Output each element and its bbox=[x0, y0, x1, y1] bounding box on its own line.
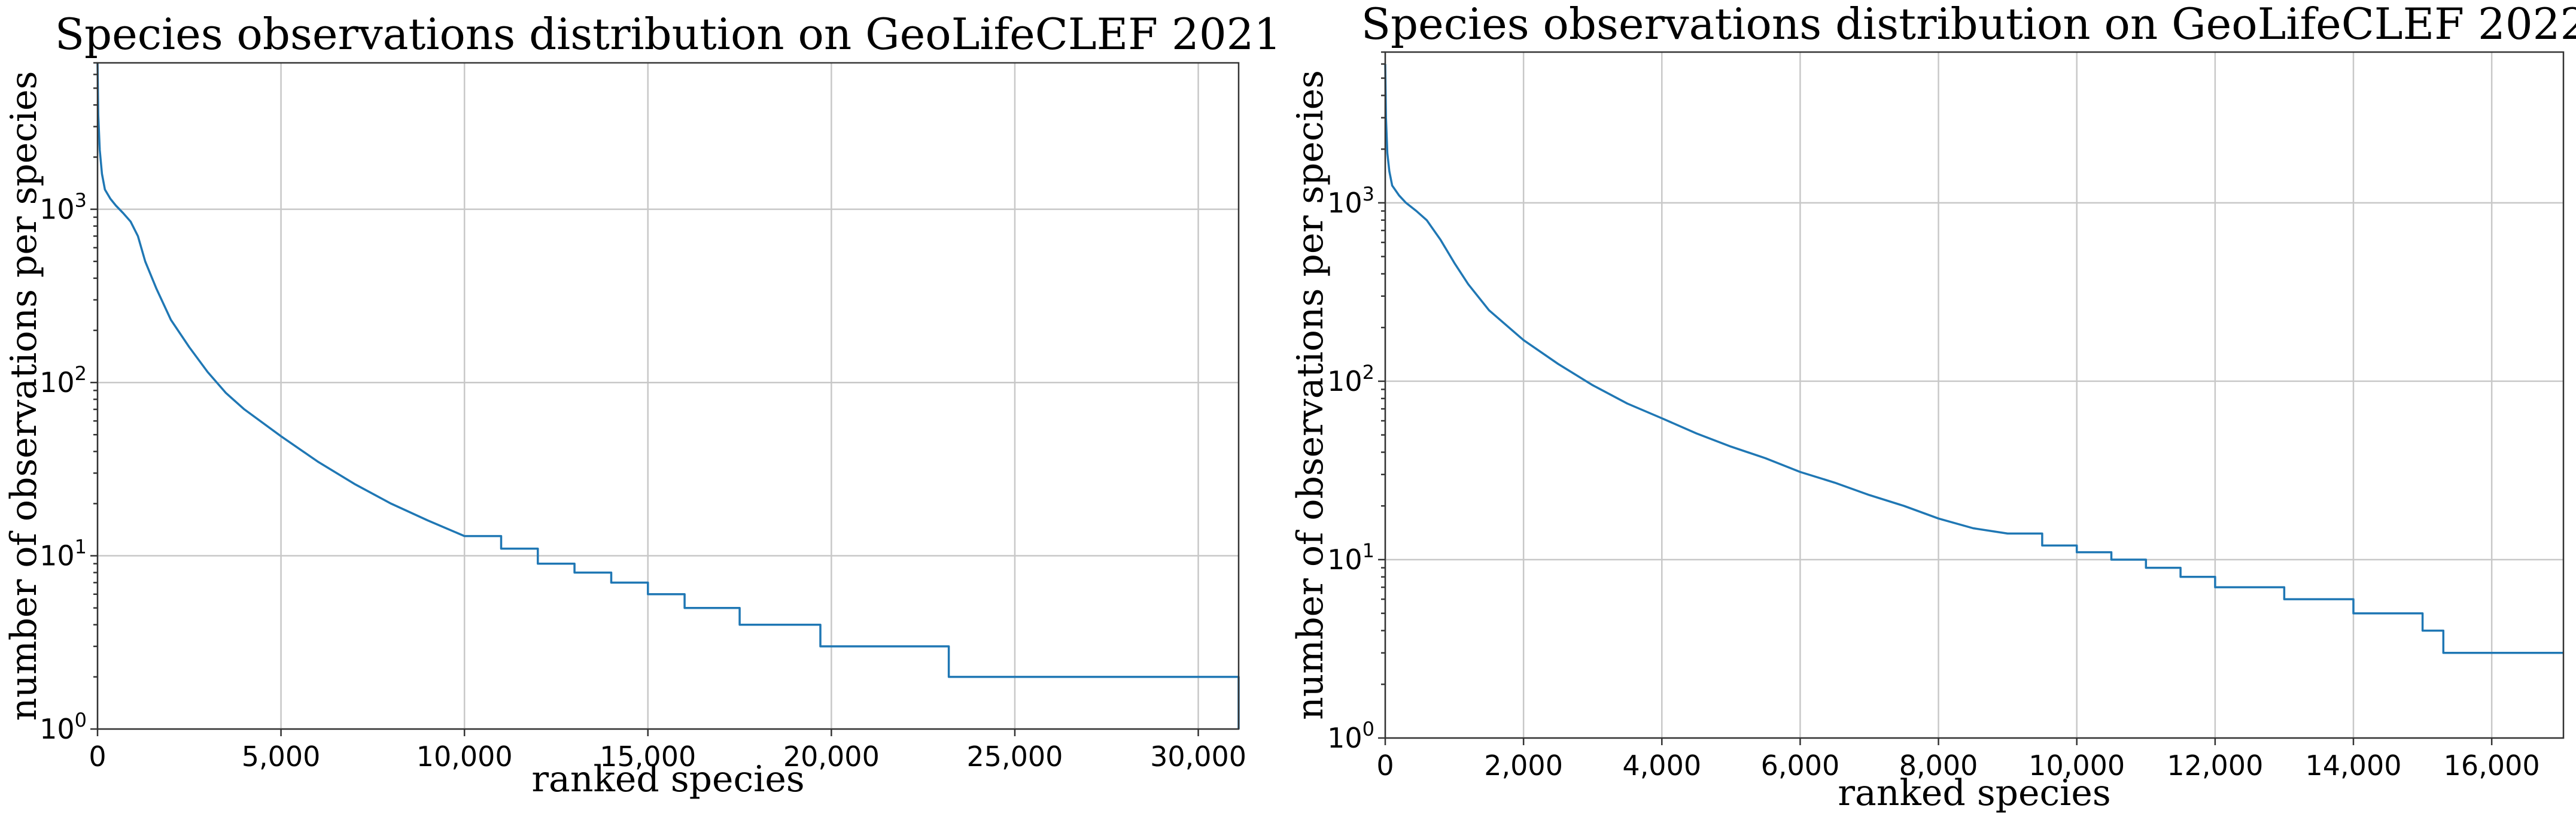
x-tick-label: 15,000 bbox=[600, 740, 696, 773]
series-line bbox=[1384, 63, 2563, 654]
y-tick-label: 100 bbox=[1327, 718, 1374, 754]
x-axis-label: ranked species bbox=[531, 758, 804, 800]
x-tick-label: 2,000 bbox=[1484, 749, 1563, 782]
x-tick-label: 25,000 bbox=[966, 740, 1063, 773]
x-tick-label: 6,000 bbox=[1761, 749, 1840, 782]
chart-2: 0 2,000 4,000 6,000 8,000 10,000 12,000 14,000 1… bbox=[1289, 0, 2576, 814]
y-tick-label: 103 bbox=[1327, 183, 1374, 219]
chart-1: 0 5,000 10,000 15,000 20,000 25,000 30,000 100 1… bbox=[3, 9, 1281, 800]
chart-title: Species observations distribution on Geo… bbox=[55, 9, 1282, 59]
plot-frame bbox=[96, 62, 1240, 730]
x-tick-label: 8,000 bbox=[1899, 749, 1978, 782]
y-tick-label: 102 bbox=[1327, 361, 1374, 397]
y-tick-label: 102 bbox=[39, 362, 87, 399]
y-tick-label: 103 bbox=[39, 189, 87, 226]
x-tick-label: 5,000 bbox=[242, 740, 321, 773]
x-tick-label: 20,000 bbox=[783, 740, 880, 773]
x-axis-label: ranked species bbox=[1838, 772, 2110, 814]
x-tick-label: 10,000 bbox=[416, 740, 513, 773]
x-tick-label: 10,000 bbox=[2028, 749, 2125, 782]
y-axis-label: number of observations per species bbox=[1289, 70, 1331, 720]
x-tick-label: 30,000 bbox=[1150, 740, 1246, 773]
x-tick-label: 12,000 bbox=[2167, 749, 2263, 782]
x-tick-label: 0 bbox=[89, 740, 106, 773]
chart-title: Species observations distribution on Geo… bbox=[1361, 0, 2576, 49]
y-tick-label: 101 bbox=[39, 536, 87, 572]
y-axis-label: number of observations per species bbox=[3, 71, 45, 721]
x-tick-label: 16,000 bbox=[2444, 749, 2540, 782]
x-tick-label: 14,000 bbox=[2306, 749, 2402, 782]
y-tick-label: 101 bbox=[1327, 539, 1374, 576]
x-tick-label: 4,000 bbox=[1622, 749, 1701, 782]
x-tick-label: 0 bbox=[1376, 749, 1394, 782]
series-line bbox=[96, 62, 1240, 729]
y-tick-label: 100 bbox=[39, 709, 87, 745]
plot-frame bbox=[1384, 51, 2565, 739]
